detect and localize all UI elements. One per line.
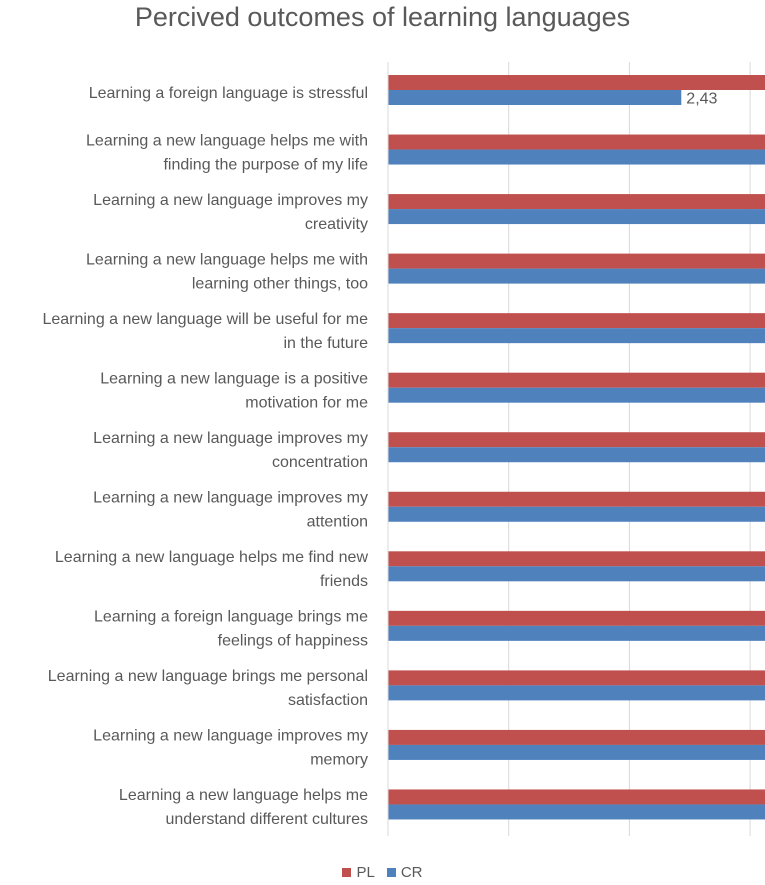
category-label-line: learning other things, too (192, 275, 368, 292)
category-label-line: satisfaction (288, 692, 368, 709)
category-label-7: Learning a new language improves my atten… (93, 490, 368, 531)
category-label-line: memory (310, 752, 368, 769)
bar-cr-10 (388, 685, 765, 701)
category-label-11: Learning a new language improves my memor… (93, 728, 368, 769)
bar-cr-1 (388, 149, 765, 165)
category-label-line: Learning a new language helps me (119, 787, 368, 804)
bar-cr-7 (388, 506, 765, 522)
legend-label-pl: PL (356, 864, 375, 881)
bar-pl-0 (388, 75, 765, 90)
legend-swatch-pl (342, 868, 352, 877)
bar-cr-4 (388, 328, 765, 344)
bar-pl-3 (388, 253, 765, 269)
category-label-line: feelings of happiness (218, 633, 368, 650)
category-label-line: attention (307, 514, 368, 531)
bar-cr-0 (388, 90, 682, 105)
category-label-0: Learning a foreign language is stressful (89, 85, 368, 102)
bar-pl-2 (388, 194, 765, 210)
category-label-line: Learning a new language will be useful f… (42, 311, 368, 328)
bar-cr-2 (388, 209, 765, 225)
bar-pl-8 (388, 551, 765, 567)
category-label-line: finding the purpose of my life (163, 156, 368, 173)
category-label-1: Learning a new language helps me with fin… (86, 132, 368, 173)
legend-swatch-cr (386, 868, 396, 877)
bar-chart: Learning a foreign language is stressful… (42, 62, 765, 836)
category-label-line: creativity (305, 216, 368, 233)
category-label-line: Learning a new language improves my (93, 728, 368, 745)
category-label-line: Learning a new language improves my (93, 490, 368, 507)
chart-title: Percived outcomes of learning languages (134, 2, 631, 32)
category-label-line: Learning a new language improves my (93, 430, 368, 447)
category-label-line: concentration (272, 454, 368, 471)
category-label-line: Learning a new language helps me find ne… (55, 549, 369, 566)
category-label-8: Learning a new language helps me find ne… (55, 549, 369, 590)
category-label-line: motivation for me (245, 394, 368, 411)
category-label-line: in the future (284, 335, 369, 352)
category-label-10: Learning a new language brings me person… (48, 668, 368, 709)
category-label-line: Learning a new language brings me person… (48, 668, 368, 685)
category-label-5: Learning a new language is a positive mot… (100, 370, 368, 411)
category-label-line: Learning a new language improves my (93, 192, 368, 209)
bar-pl-11 (388, 729, 765, 745)
legend-label-cr: CR (400, 864, 423, 881)
bar-cr-6 (388, 447, 765, 463)
legend-item-pl: PL (342, 864, 375, 881)
category-label-2: Learning a new language improves my creat… (93, 192, 368, 233)
category-label-line: Learning a foreign language is stressful (89, 85, 368, 102)
bar-cr-8 (388, 566, 765, 582)
category-label-3: Learning a new language helps me with lea… (86, 251, 368, 292)
bar-cr-3 (388, 268, 765, 284)
category-label-line: Learning a new language helps me with (86, 251, 368, 268)
bar-cr-11 (388, 744, 765, 760)
category-label-line: Learning a new language is a positive (100, 370, 368, 387)
bar-pl-12 (388, 789, 765, 805)
bar-cr-12 (388, 804, 765, 820)
bar-cr-5 (388, 387, 765, 403)
category-label-line: Learning a new language helps me with (86, 132, 368, 149)
category-label-line: understand different cultures (166, 811, 369, 828)
legend-item-cr: CR (386, 864, 423, 881)
bar-pl-7 (388, 491, 765, 507)
bar-pl-1 (388, 134, 765, 150)
data-label-cr-0: 2,43 (686, 91, 717, 108)
category-label-4: Learning a new language will be useful f… (42, 311, 368, 352)
category-label-line: Learning a foreign language brings me (94, 609, 368, 626)
legend: PL CR (0, 864, 765, 881)
category-label-6: Learning a new language improves my conce… (93, 430, 368, 471)
bar-pl-9 (388, 610, 765, 626)
bar-pl-10 (388, 670, 765, 686)
bar-pl-4 (388, 313, 765, 329)
bar-cr-9 (388, 625, 765, 641)
bar-pl-6 (388, 432, 765, 448)
category-label-9: Learning a foreign language brings me fee… (94, 609, 368, 650)
category-label-line: friends (320, 573, 368, 590)
category-label-12: Learning a new language helps me understa… (119, 787, 368, 828)
bar-pl-5 (388, 372, 765, 388)
